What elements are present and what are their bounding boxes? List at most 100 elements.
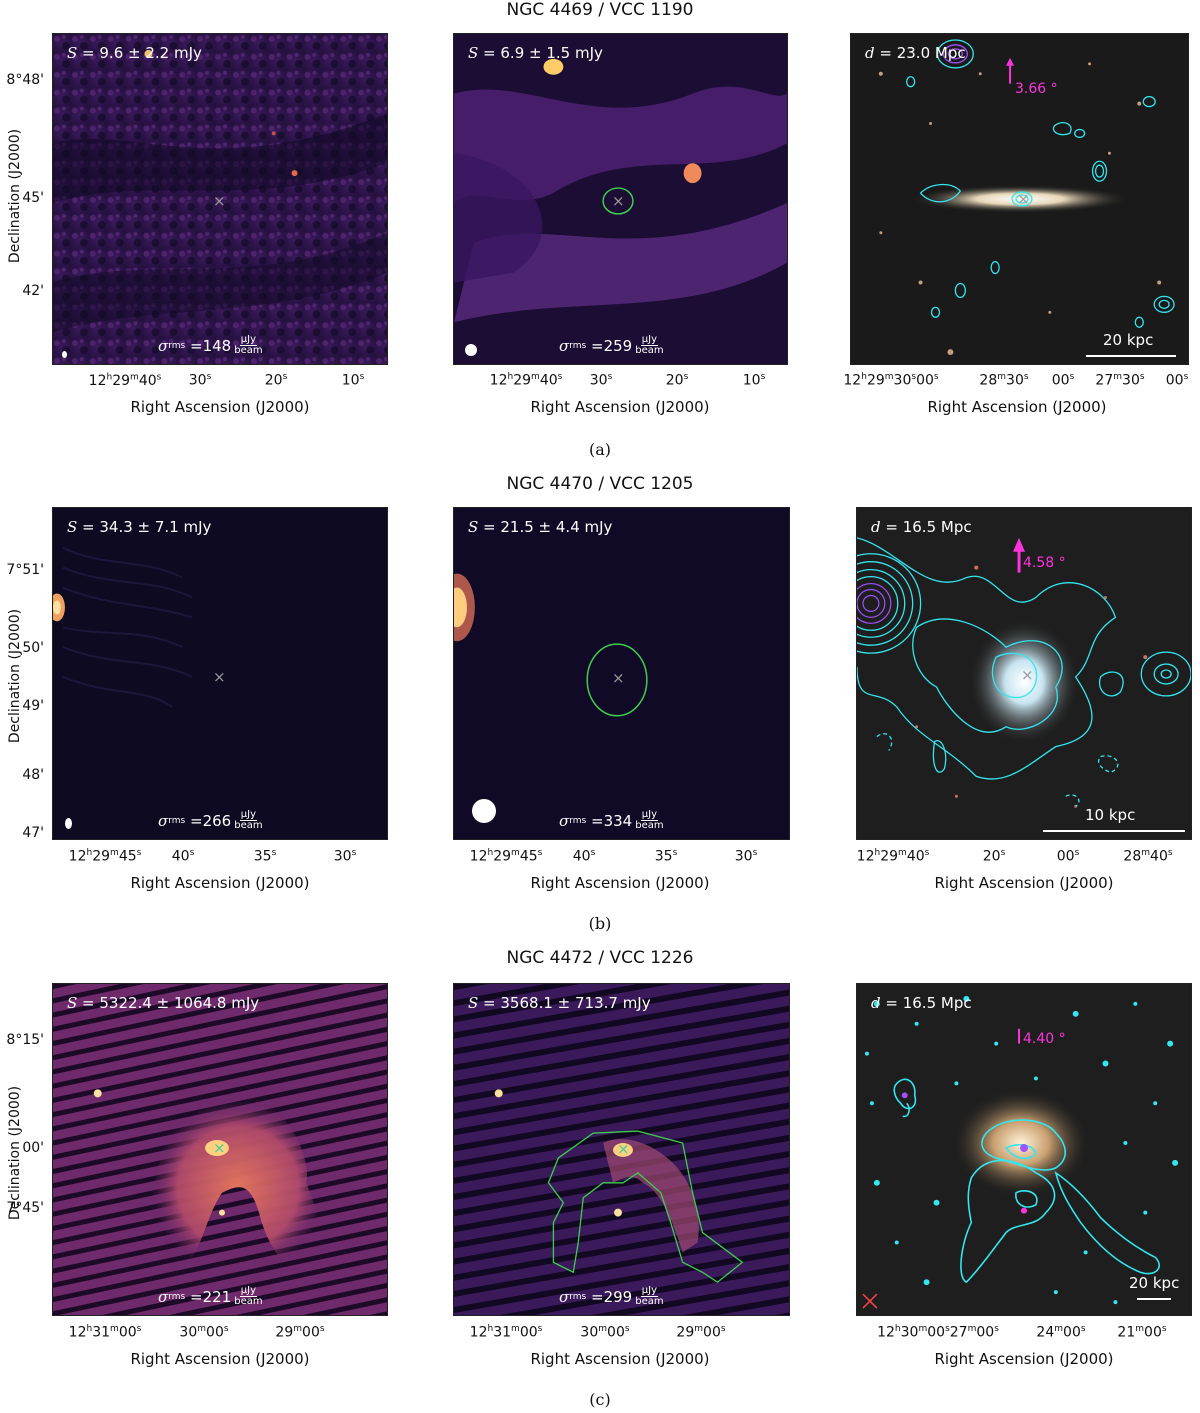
row-a-xtick: 20s xyxy=(665,372,689,389)
galaxy-center-marker: × xyxy=(213,192,226,210)
row-c-ytick: 7°45' xyxy=(6,1200,44,1216)
row-c-optical-panel: d = 16.5 Mpc 4.40 ° 20 kpc xyxy=(856,983,1192,1316)
row-b-rms-full: σ rms = 266 μJy beam xyxy=(158,809,263,831)
row-a-ytick: 45' xyxy=(22,190,44,206)
row-a-radio-panel-smoothed: S = 6.9 ± 1.5 mJy × σ rms = 259 μJy beam xyxy=(453,33,788,365)
row-c-xtick: 29m00s xyxy=(676,1324,726,1341)
row-b-scalebar xyxy=(1043,830,1185,832)
galaxy-center-marker: × xyxy=(617,1140,630,1158)
row-c-ytick: 8°15' xyxy=(6,1032,44,1048)
row-b-flux-smoothed: S = 21.5 ± 4.4 mJy xyxy=(468,518,613,536)
row-a-xaxis-label: Right Ascension (J2000) xyxy=(530,398,710,416)
row-a-xtick: 12h29m40s xyxy=(489,372,563,389)
row-c-scalebar xyxy=(1137,1298,1171,1300)
row-b-optical-panel: d = 16.5 Mpc 4.58 ° × 10 kpc xyxy=(856,507,1192,840)
row-a-xtick: 30s xyxy=(589,372,613,389)
row-b-caption: (b) xyxy=(588,914,612,933)
row-a-distance: d = 23.0 Mpc xyxy=(865,44,966,62)
row-b-yaxis-label: Declination (J2000) xyxy=(7,608,23,744)
row-b-position-angle: 4.58 ° xyxy=(1023,555,1066,571)
row-a-xtick: 10s xyxy=(341,372,365,389)
row-c-radio-panel-full: S = 5322.4 ± 1064.8 mJy × σ rms = 221 μJy… xyxy=(52,983,388,1316)
galaxy-center-marker: × xyxy=(612,192,625,210)
row-a-xtick: 00s xyxy=(1165,372,1189,389)
galaxy-center-marker: × xyxy=(1021,666,1034,684)
beam-ellipse xyxy=(465,344,477,356)
row-b-ytick: 47' xyxy=(22,825,44,841)
row-a-optical-panel: d = 23.0 Mpc 3.66 ° × 20 kpc xyxy=(850,33,1189,365)
row-c-position-angle: 4.40 ° xyxy=(1023,1031,1066,1047)
row-a-flux-smoothed: S = 6.9 ± 1.5 mJy xyxy=(468,44,603,62)
row-a-flux-full: S = 9.6 ± 2.2 mJy xyxy=(67,44,202,62)
row-a-xtick: 28m30s xyxy=(979,372,1029,389)
row-a-xtick: 27m30s xyxy=(1095,372,1145,389)
row-c-rms-smoothed: σ rms = 299 μJy beam xyxy=(559,1285,664,1307)
row-b-flux-full: S = 34.3 ± 7.1 mJy xyxy=(67,518,212,536)
row-c-scalebar-label: 20 kpc xyxy=(1129,1274,1180,1292)
row-b-ytick: 50' xyxy=(22,640,44,656)
row-b-title: NGC 4470 / VCC 1205 xyxy=(506,474,694,494)
row-a-xtick: 30s xyxy=(188,372,212,389)
row-a-xtick: 12h29m30s00s xyxy=(843,372,939,389)
galaxy-center-marker: × xyxy=(213,1139,226,1157)
row-a-title: NGC 4469 / VCC 1190 xyxy=(506,0,694,20)
row-c-title: NGC 4472 / VCC 1226 xyxy=(506,948,694,968)
row-c-ytick: 00' xyxy=(22,1140,44,1156)
row-c-flux-smoothed: S = 3568.1 ± 713.7 mJy xyxy=(468,994,651,1012)
row-b-xtick: 30s xyxy=(333,848,357,865)
row-c-flux-full: S = 5322.4 ± 1064.8 mJy xyxy=(67,994,260,1012)
galaxy-center-marker: × xyxy=(213,668,226,686)
row-a-ytick: 42' xyxy=(22,283,44,299)
row-a-xtick: 20s xyxy=(264,372,288,389)
row-a-ytick: 8°48' xyxy=(6,72,44,88)
row-a-scalebar xyxy=(1086,355,1176,357)
row-b-xtick: 30s xyxy=(734,848,758,865)
row-b-xtick: 35s xyxy=(654,848,678,865)
row-b-xtick: 12h29m45s xyxy=(68,848,142,865)
row-c-caption: (c) xyxy=(589,1390,611,1409)
row-c-xtick: 12h30m00s27m00s xyxy=(877,1324,999,1341)
row-b-xtick: 35s xyxy=(253,848,277,865)
row-b-xtick: 00s xyxy=(1056,848,1080,865)
beam-ellipse xyxy=(472,799,496,823)
row-a-rms-full: σ rms = 148 μJy beam xyxy=(158,334,263,356)
galaxy-center-marker: × xyxy=(1017,190,1030,208)
row-b-xtick: 12h29m40s xyxy=(856,848,930,865)
row-c-rms-full: σ rms = 221 μJy beam xyxy=(158,1285,263,1307)
row-b-xtick: 28m40s xyxy=(1123,848,1173,865)
galaxy-center-marker: × xyxy=(612,669,625,687)
row-b-radio-panel-smoothed: S = 21.5 ± 4.4 mJy × σ rms = 334 μJy beam xyxy=(453,507,790,840)
row-b-rms-smoothed: σ rms = 334 μJy beam xyxy=(559,809,664,831)
row-b-xtick: 20s xyxy=(982,848,1006,865)
row-b-radio-panel-full: S = 34.3 ± 7.1 mJy × σ rms = 266 μJy beam xyxy=(52,507,388,840)
row-b-scalebar-label: 10 kpc xyxy=(1085,806,1136,824)
row-a-xtick: 10s xyxy=(742,372,766,389)
row-a-position-angle: 3.66 ° xyxy=(1015,81,1058,97)
row-a-rms-smoothed: σ rms = 259 μJy beam xyxy=(559,334,664,356)
row-a-xtick: 00s xyxy=(1051,372,1075,389)
row-b-ytick: 49' xyxy=(22,698,44,714)
row-b-xaxis-label: Right Ascension (J2000) xyxy=(530,874,710,892)
row-a-radio-panel-full: S = 9.6 ± 2.2 mJy × σ rms = 148 μJy beam xyxy=(52,33,388,365)
row-b-xtick: 40s xyxy=(171,848,195,865)
row-c-xtick: 12h31m00s xyxy=(469,1324,543,1341)
row-a-caption: (a) xyxy=(588,440,612,459)
beam-ellipse xyxy=(62,351,67,358)
row-b-distance: d = 16.5 Mpc xyxy=(871,518,972,536)
row-c-xtick: 24m00s xyxy=(1036,1324,1086,1341)
row-c-xaxis-label: Right Ascension (J2000) xyxy=(934,1350,1114,1368)
row-a-xaxis-label: Right Ascension (J2000) xyxy=(130,398,310,416)
row-c-xtick: 29m00s xyxy=(275,1324,325,1341)
row-b-ytick: 7°51' xyxy=(6,562,44,578)
row-b-xtick: 12h29m45s xyxy=(469,848,543,865)
row-a-xaxis-label: Right Ascension (J2000) xyxy=(927,398,1107,416)
beam-ellipse xyxy=(65,818,72,829)
row-c-xaxis-label: Right Ascension (J2000) xyxy=(130,1350,310,1368)
row-c-radio-panel-smoothed: S = 3568.1 ± 713.7 mJy × σ rms = 299 μJy b… xyxy=(453,983,790,1316)
row-c-xtick: 12h31m00s xyxy=(68,1324,142,1341)
row-a-xtick: 12h29m40s xyxy=(88,372,162,389)
row-c-xtick: 30m00s xyxy=(179,1324,229,1341)
row-b-xaxis-label: Right Ascension (J2000) xyxy=(934,874,1114,892)
row-b-ytick: 48' xyxy=(22,767,44,783)
row-c-xtick: 30m00s xyxy=(580,1324,630,1341)
